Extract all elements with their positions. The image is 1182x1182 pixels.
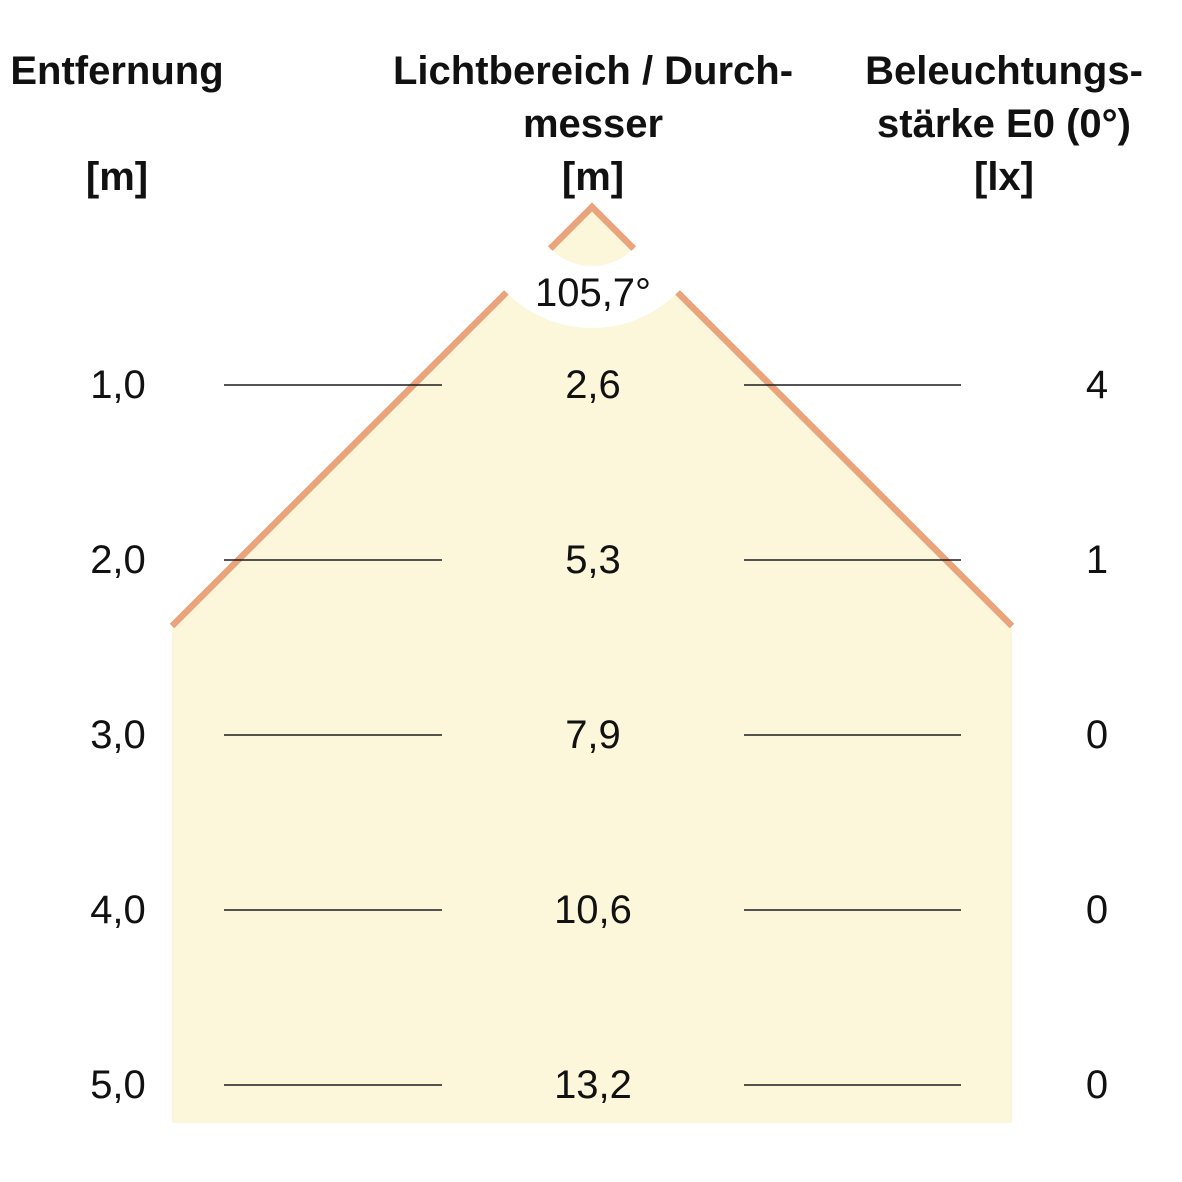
col-header-diameter: Lichtbereich / Durch- messer [m]: [393, 45, 793, 204]
col-header-illuminance-unit: [lx]: [974, 155, 1034, 199]
diameter-value: 5,3: [565, 538, 621, 582]
illuminance-value: 0: [1085, 1063, 1109, 1107]
distance-value: 3,0: [90, 713, 146, 757]
diameter-value: 13,2: [554, 1063, 632, 1107]
distance-value: 5,0: [90, 1063, 146, 1107]
distance-value: 2,0: [90, 538, 146, 582]
row-rules: [224, 384, 961, 1086]
illuminance-value: 1: [1085, 538, 1109, 582]
col-header-distance-title: Entfernung: [10, 49, 224, 93]
col-header-illuminance-title-2: stärke E0 (0°): [877, 102, 1131, 146]
light-cone-edges: [169, 202, 1015, 629]
light-cone-fill: [172, 207, 1012, 1123]
col-header-diameter-title-2: messer: [522, 102, 664, 146]
distance-value: 4,0: [90, 888, 146, 932]
col-header-distance-unit: [m]: [85, 155, 149, 199]
beam-angle-arc-band: [471, 86, 713, 328]
col-header-illuminance-title-1: Beleuchtungs-: [865, 49, 1143, 93]
diameter-value: 2,6: [565, 363, 621, 407]
col-header-diameter-title-1: Lichtbereich / Durch-: [393, 49, 794, 93]
col-header-distance-spacer: [7, 98, 227, 151]
diameter-value: 7,9: [565, 713, 621, 757]
col-header-diameter-unit: [m]: [561, 155, 625, 199]
beam-angle-value: 105,7°: [534, 271, 652, 315]
col-header-distance: Entfernung [m]: [7, 45, 227, 204]
distance-value: 1,0: [90, 363, 146, 407]
illuminance-value: 0: [1085, 713, 1109, 757]
illuminance-value: 0: [1085, 888, 1109, 932]
diameter-value: 10,6: [554, 888, 632, 932]
col-header-illuminance: Beleuchtungs- stärke E0 (0°) [lx]: [854, 45, 1154, 204]
illuminance-value: 4: [1085, 363, 1109, 407]
